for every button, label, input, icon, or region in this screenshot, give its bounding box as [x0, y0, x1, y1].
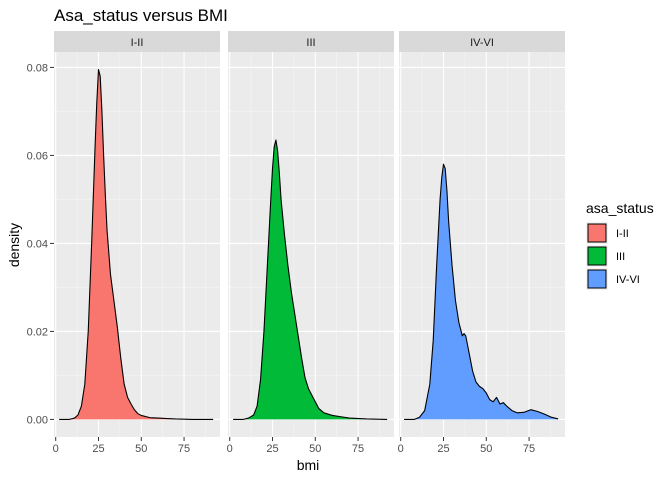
density-line — [233, 139, 388, 420]
facet-panel-3: IV-VI 0 25 50 75 — [398, 31, 565, 455]
density-line — [59, 69, 214, 420]
x-tick-label: 50 — [480, 443, 492, 455]
y-axis-title: density — [6, 223, 22, 267]
facet-strip-label: I-II — [131, 37, 144, 49]
x-tick-label: 50 — [309, 443, 321, 455]
legend-label: I-II — [616, 228, 629, 240]
density-area — [233, 140, 388, 420]
legend-item: IV-VI — [586, 268, 640, 290]
legend-label: III — [616, 251, 625, 263]
legend-label: IV-VI — [616, 274, 640, 286]
legend-key — [587, 269, 607, 289]
x-tick-label: 75 — [523, 443, 535, 455]
x-tick-label: 50 — [135, 443, 147, 455]
y-tick-label: 0.00 — [27, 414, 48, 426]
facet-strip — [54, 31, 220, 52]
facet-panel-2: III 0 25 50 75 — [227, 31, 394, 455]
density-area — [59, 69, 214, 420]
panel-background — [228, 52, 394, 437]
legend-item: I-II — [586, 222, 629, 244]
chart-title: Asa_status versus BMI — [54, 6, 228, 25]
density-line — [404, 163, 559, 420]
x-tick-label: 0 — [398, 443, 404, 455]
legend-key — [587, 223, 607, 243]
legend-title: asa_status — [586, 200, 654, 216]
x-tick-label: 75 — [178, 443, 190, 455]
density-area — [404, 164, 559, 420]
x-tick-label: 25 — [437, 443, 449, 455]
x-tick-label: 75 — [352, 443, 364, 455]
legend-keys: I-II III IV-VI — [586, 222, 640, 290]
legend: asa_status I-II III IV-VI — [586, 200, 654, 290]
x-axis-title: bmi — [297, 457, 320, 473]
x-tick-label: 25 — [266, 443, 278, 455]
x-tick-label: 0 — [227, 443, 233, 455]
facet-strip-label: IV-VI — [470, 37, 494, 49]
y-tick-label: 0.06 — [27, 150, 48, 162]
facet-panels: 0.00 0.02 0.04 0.06 0.08 I-II 0 25 50 75 III 0 25 50 7… — [27, 31, 565, 455]
facet-panel-1: I-II 0 25 50 75 — [53, 31, 220, 455]
panel-background — [54, 52, 220, 437]
facet-strip — [228, 31, 394, 52]
facet-strip — [399, 31, 565, 52]
x-tick-label: 25 — [92, 443, 104, 455]
x-tick-label: 0 — [53, 443, 59, 455]
legend-item: III — [586, 245, 625, 267]
facet-strip-label: III — [306, 37, 315, 49]
panel-background — [399, 52, 565, 437]
y-tick-label: 0.02 — [27, 326, 48, 338]
y-tick-label: 0.08 — [27, 62, 48, 74]
legend-key — [587, 246, 607, 266]
y-tick-label: 0.04 — [27, 238, 48, 250]
